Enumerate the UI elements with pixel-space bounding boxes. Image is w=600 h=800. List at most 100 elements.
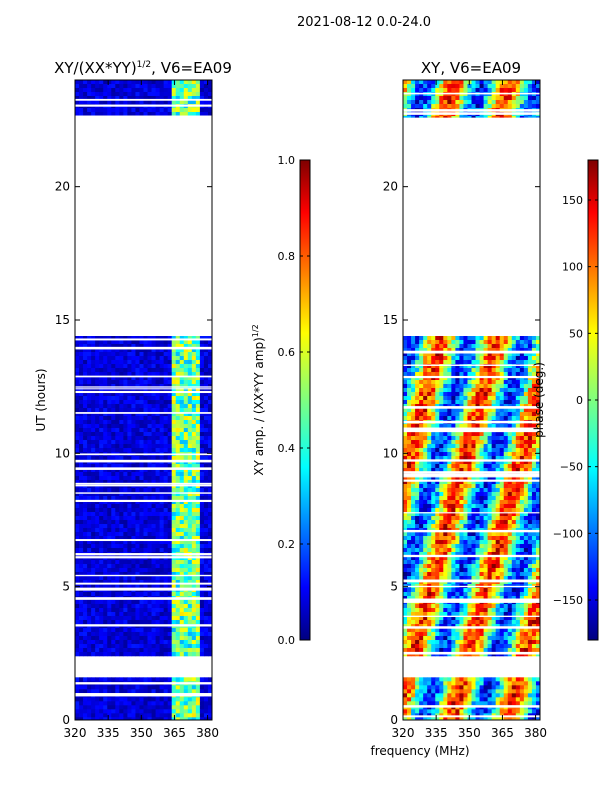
heatmap-cell <box>87 616 92 621</box>
left-panel-title: XY/(XX*YY)1/2, V6=EA09 <box>54 59 232 77</box>
heatmap-cell <box>475 348 480 353</box>
heatmap-cell <box>507 693 513 698</box>
heatmap-cell <box>163 713 169 718</box>
heatmap-cell <box>111 717 116 720</box>
heatmap-cell <box>103 380 108 385</box>
heatmap-cell <box>147 516 152 521</box>
heatmap-cell <box>427 372 432 377</box>
heatmap-cell <box>195 604 201 609</box>
heatmap-cell <box>143 80 148 85</box>
heatmap-cell <box>87 480 92 485</box>
heatmap-cell <box>127 112 132 117</box>
heatmap-cell <box>91 568 96 573</box>
heatmap-cell <box>95 108 100 113</box>
heatmap-cell <box>479 400 484 405</box>
heatmap-cell <box>131 432 136 437</box>
heatmap-cell <box>159 488 165 493</box>
heatmap-cell <box>175 528 181 533</box>
heatmap-cell <box>411 448 416 453</box>
left-panel: XY/(XX*YY)1/2, V6=EA09 320 335 350 365 38005… <box>34 59 232 740</box>
heatmap-cell <box>435 364 440 369</box>
heatmap-cell <box>119 468 124 473</box>
heatmap-cell <box>535 372 540 377</box>
heatmap-cell <box>507 460 513 465</box>
heatmap-cell <box>175 456 181 461</box>
heatmap-cell <box>519 685 525 690</box>
heatmap-cell <box>439 388 444 393</box>
heatmap-cell <box>83 636 88 641</box>
heatmap-cell <box>135 709 140 714</box>
heatmap-cell <box>195 424 201 429</box>
heatmap-cell <box>143 616 148 621</box>
heatmap-cell <box>451 689 456 694</box>
heatmap-cell <box>195 620 201 625</box>
heatmap-cell <box>531 717 537 720</box>
heatmap-cell <box>151 685 156 690</box>
heatmap-cell <box>91 632 96 637</box>
heatmap-cell <box>411 348 416 353</box>
heatmap-cell <box>143 713 148 718</box>
heatmap-cell <box>187 520 193 525</box>
heatmap-cell <box>99 368 104 373</box>
heatmap-cell <box>91 480 96 485</box>
heatmap-cell <box>511 348 517 353</box>
heatmap-cell <box>83 508 88 513</box>
heatmap-cell <box>171 404 177 409</box>
heatmap-cell <box>167 640 173 645</box>
heatmap-cell <box>515 352 521 357</box>
heatmap-cell <box>451 344 456 349</box>
heatmap-cell <box>119 336 124 341</box>
heatmap-cell <box>99 472 104 477</box>
heatmap-cell <box>199 536 205 541</box>
heatmap-cell <box>535 677 540 682</box>
heatmap-cell <box>159 436 165 441</box>
heatmap-cell <box>107 348 112 353</box>
heatmap-cell <box>175 701 181 706</box>
heatmap-cell <box>139 360 144 365</box>
heatmap-cell <box>495 436 501 441</box>
heatmap-cell <box>135 644 140 649</box>
heatmap-cell <box>155 580 161 585</box>
heatmap-cell <box>191 685 197 690</box>
heatmap-cell <box>127 348 132 353</box>
left-y-axis-label: UT (hours) <box>34 368 48 431</box>
heatmap-cell <box>103 685 108 690</box>
heatmap-cell <box>127 592 132 597</box>
heatmap-cell <box>147 620 152 625</box>
heatmap-cell <box>443 336 448 341</box>
heatmap-cell <box>163 112 169 117</box>
heatmap-cell <box>479 380 484 385</box>
heatmap-cell <box>111 632 116 637</box>
heatmap-cell <box>95 548 100 553</box>
heatmap-cell <box>147 476 152 481</box>
heatmap-cell <box>99 512 104 517</box>
heatmap-cell <box>75 600 80 605</box>
heatmap-cell <box>83 400 88 405</box>
heatmap-cell <box>83 372 88 377</box>
heatmap-cell <box>207 380 212 385</box>
heatmap-cell <box>131 516 136 521</box>
heatmap-cell <box>91 600 96 605</box>
heatmap-cell <box>483 356 489 361</box>
heatmap-cell <box>199 340 205 345</box>
heatmap-cell <box>127 424 132 429</box>
heatmap-cell <box>167 472 173 477</box>
heatmap-cell <box>167 92 173 97</box>
heatmap-cell <box>447 352 452 357</box>
heatmap-cell <box>115 701 120 706</box>
heatmap-cell <box>95 88 100 93</box>
heatmap-cell <box>499 436 505 441</box>
heatmap-cell <box>523 436 529 441</box>
heatmap-cell <box>171 384 177 389</box>
heatmap-cell <box>435 352 440 357</box>
heatmap-cell <box>195 420 201 425</box>
heatmap-cell <box>155 548 161 553</box>
heatmap-cell <box>127 432 132 437</box>
heatmap-cell <box>515 344 521 349</box>
heatmap-cell <box>467 368 472 373</box>
heatmap-cell <box>415 460 420 465</box>
heatmap-cell <box>463 693 468 698</box>
heatmap-cell <box>199 492 205 497</box>
heatmap-cell <box>403 432 408 437</box>
heatmap-cell <box>191 480 197 485</box>
